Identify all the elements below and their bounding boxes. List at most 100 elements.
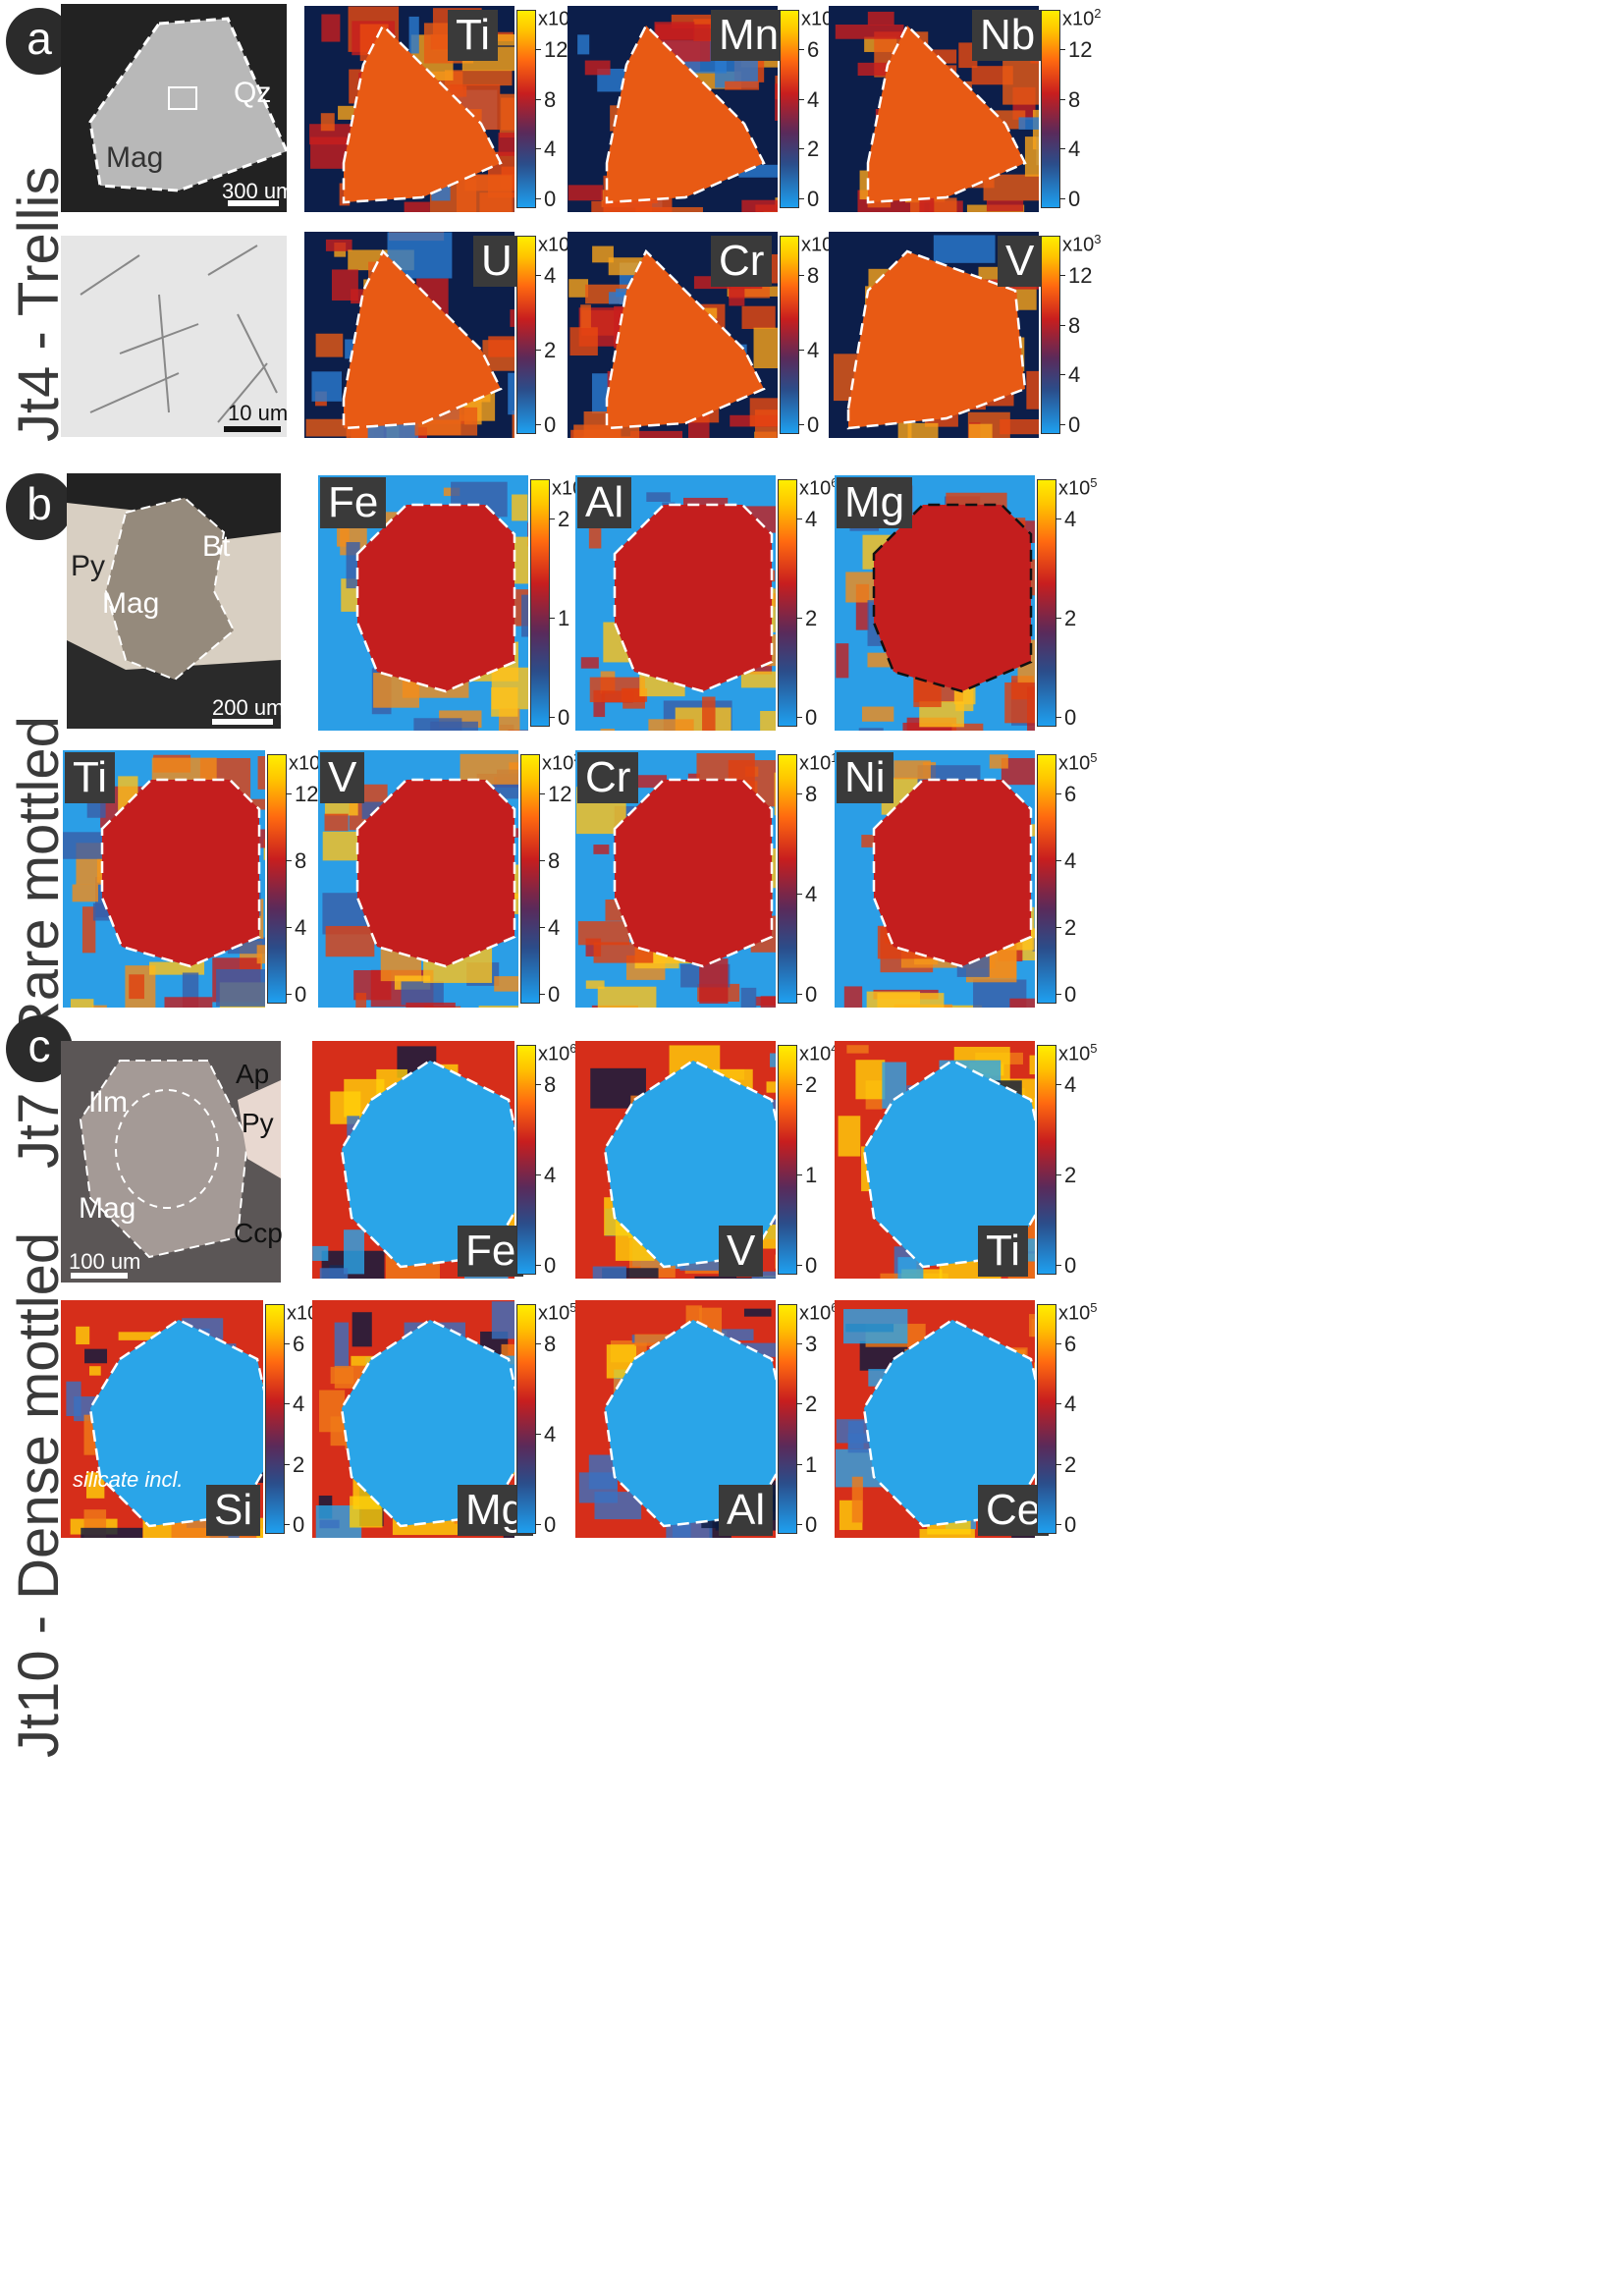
colorbar-tick	[549, 717, 555, 718]
colorbar-tick-label: 2	[807, 136, 820, 162]
colorbar	[778, 754, 797, 1004]
colorbar-tick	[535, 350, 541, 351]
element-label: V	[320, 752, 365, 803]
colorbar-tick	[798, 198, 804, 199]
scale-label: 200 um	[212, 695, 285, 720]
colorbar-tick-label: 0	[1068, 412, 1081, 437]
colorbar-tick	[284, 1463, 290, 1465]
colorbar-tick-label: 1	[805, 1451, 818, 1477]
colorbar-tick	[796, 994, 802, 995]
colorbar-tick	[539, 793, 545, 794]
colorbar-tick-label: 2	[805, 606, 818, 630]
colorbar-tick	[539, 860, 545, 861]
colorbar-tick	[284, 1524, 290, 1525]
colorbar	[1037, 1045, 1056, 1275]
colorbar-tick	[1056, 1265, 1061, 1266]
colorbar-tick-label: 4	[1064, 848, 1077, 873]
element-label: Ti	[978, 1226, 1029, 1277]
colorbar-multiplier: x106	[799, 475, 839, 500]
colorbar	[516, 10, 536, 208]
element-map-v	[575, 1041, 776, 1279]
colorbar-tick-label: 4	[544, 1422, 557, 1447]
colorbar-tick	[796, 1084, 802, 1085]
colorbar-tick	[286, 994, 292, 995]
colorbar	[267, 754, 287, 1004]
colorbar-tick	[535, 98, 541, 100]
colorbar-tick-label: 4	[1064, 1072, 1077, 1097]
label-ap: Ap	[236, 1059, 270, 1089]
element-map-ti	[304, 6, 514, 212]
element-map-mn	[568, 6, 778, 212]
element-label: Ti	[65, 752, 116, 803]
colorbar-tick	[796, 793, 802, 794]
colorbar-tick-label: 12	[1068, 263, 1093, 288]
colorbar-tick-label: 8	[807, 263, 820, 288]
colorbar-tick	[1056, 860, 1061, 861]
colorbar-tick-label: 4	[293, 1392, 305, 1417]
colorbar-tick	[535, 1434, 541, 1435]
element-label: V	[998, 236, 1043, 287]
colorbar-tick-label: 8	[1068, 312, 1081, 338]
colorbar-tick	[1056, 927, 1061, 928]
element-label: U	[473, 236, 520, 287]
colorbar-tick-label: 6	[293, 1332, 305, 1356]
colorbar-tick-label: 4	[1064, 507, 1077, 531]
colorbar-tick	[1059, 424, 1065, 425]
colorbar-tick-label: 8	[295, 848, 307, 873]
colorbar-tick	[535, 148, 541, 150]
colorbar-tick-label: 4	[544, 136, 557, 162]
colorbar-tick	[1056, 793, 1061, 794]
element-label: Ti	[448, 10, 499, 61]
colorbar-tick	[796, 894, 802, 895]
colorbar-tick	[1056, 1403, 1061, 1405]
colorbar-tick	[1056, 1084, 1061, 1085]
colorbar-tick-label: 0	[1064, 705, 1077, 730]
colorbar-tick-label: 6	[1064, 1332, 1077, 1356]
label-ilm: Ilm	[88, 1086, 128, 1119]
colorbar	[1037, 754, 1056, 1004]
colorbar-tick-label: 4	[544, 1163, 557, 1187]
colorbar-tick-label: 4	[807, 86, 820, 112]
colorbar-tick-label: 3	[805, 1332, 818, 1356]
colorbar-tick-label: 0	[805, 1253, 818, 1278]
colorbar	[1041, 236, 1060, 434]
colorbar-tick-label: 0	[1064, 1512, 1077, 1537]
colorbar	[1041, 10, 1060, 208]
element-label: Al	[577, 477, 632, 528]
label-mag: Mag	[79, 1192, 136, 1225]
colorbar-tick	[796, 717, 802, 718]
label-ccp: Ccp	[234, 1218, 283, 1248]
colorbar-tick	[798, 148, 804, 150]
colorbar-tick	[1056, 1524, 1061, 1525]
colorbar-tick	[1059, 49, 1065, 50]
colorbar-tick-label: 0	[1068, 187, 1081, 211]
element-label: Cr	[711, 236, 773, 287]
colorbar	[520, 754, 540, 1004]
colorbar-multiplier: x101	[799, 750, 839, 775]
colorbar-tick-label: 0	[544, 187, 557, 211]
colorbar-multiplier: x105	[538, 1300, 577, 1325]
element-label: Al	[719, 1485, 774, 1536]
colorbar-tick	[798, 350, 804, 351]
colorbar-tick-label: 8	[548, 848, 561, 873]
colorbar-tick	[796, 1463, 802, 1465]
colorbar-tick-label: 8	[544, 86, 557, 112]
colorbar-tick-label: 0	[1064, 982, 1077, 1007]
colorbar-tick	[535, 49, 541, 50]
element-label: Nb	[972, 10, 1044, 61]
colorbar-tick	[535, 1524, 541, 1525]
element-label: Si	[206, 1485, 261, 1536]
colorbar-tick	[1056, 1463, 1061, 1465]
colorbar-tick-label: 2	[544, 338, 557, 362]
colorbar-tick-label: 0	[544, 412, 557, 437]
element-label: Ni	[837, 752, 893, 803]
colorbar-tick-label: 2	[1064, 1451, 1077, 1477]
colorbar-tick	[535, 1084, 541, 1085]
label-silicate-inclusion: silicate incl.	[73, 1467, 184, 1492]
colorbar-tick	[1059, 148, 1065, 150]
colorbar-tick	[1056, 717, 1061, 718]
colorbar-tick	[535, 198, 541, 199]
colorbar-tick-label: 8	[544, 1332, 557, 1356]
colorbar-tick-label: 4	[805, 507, 818, 531]
colorbar-tick-label: 2	[558, 507, 570, 531]
